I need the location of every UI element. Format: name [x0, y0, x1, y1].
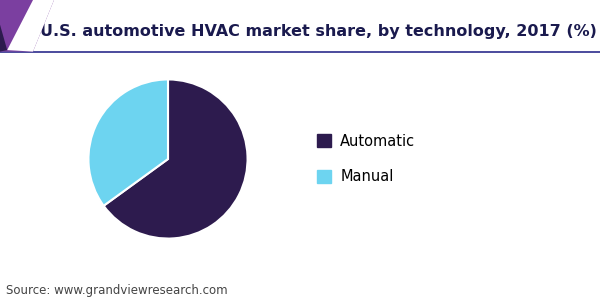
Wedge shape [88, 80, 168, 206]
Text: Source: www.grandviewresearch.com: Source: www.grandviewresearch.com [6, 284, 227, 297]
Wedge shape [104, 80, 248, 238]
Text: U.S. automotive HVAC market share, by technology, 2017 (%): U.S. automotive HVAC market share, by te… [40, 24, 596, 39]
Legend: Automatic, Manual: Automatic, Manual [311, 128, 421, 190]
